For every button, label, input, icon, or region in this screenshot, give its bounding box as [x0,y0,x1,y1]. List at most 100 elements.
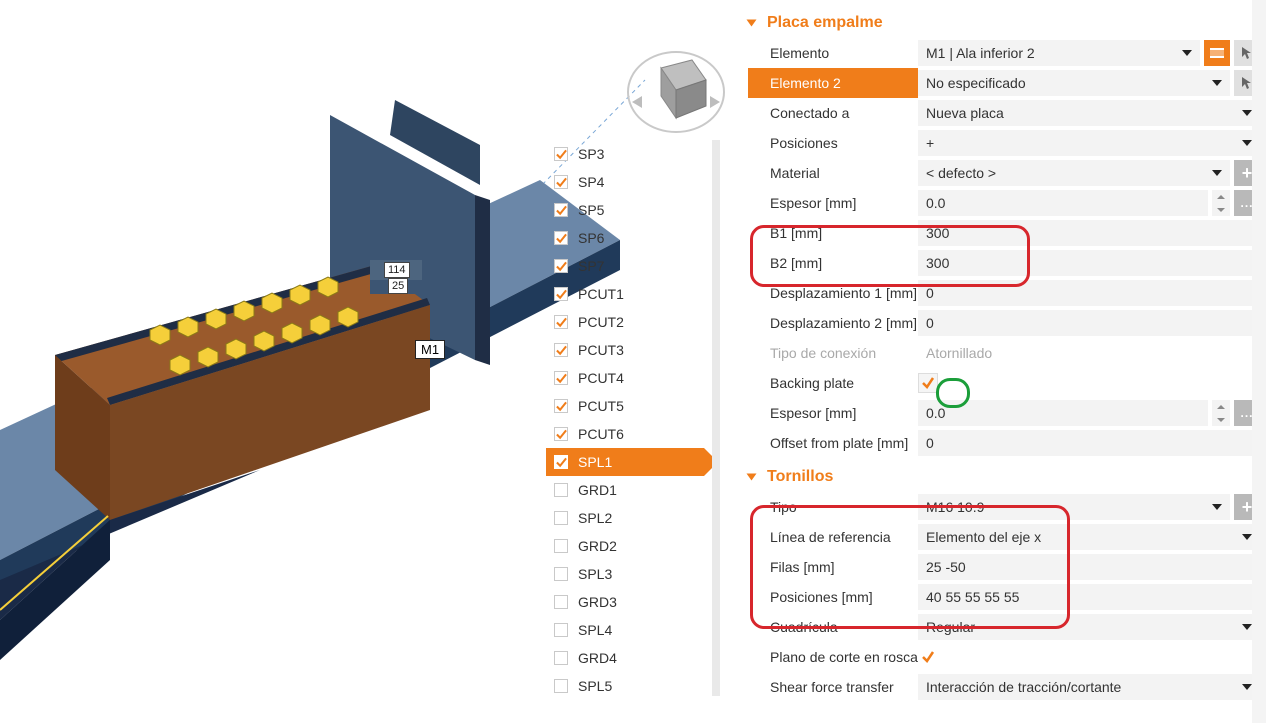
tree-item-label: PCUT6 [578,426,624,442]
tree-checkbox[interactable] [554,231,568,245]
input-espesor2[interactable]: 0.0 [918,400,1208,426]
tree-item-spl2[interactable]: SPL2 [546,504,704,532]
tree-item-sp7[interactable]: SP7 [546,252,704,280]
pick-elemento-button[interactable] [1204,40,1230,66]
tree-item-label: GRD2 [578,538,617,554]
tree-checkbox[interactable] [554,651,568,665]
tree-item-label: SP7 [578,258,604,274]
tree-checkbox[interactable] [554,679,568,693]
tree-checkbox[interactable] [554,287,568,301]
tree-item-label: SPL2 [578,510,612,526]
tree-checkbox[interactable] [554,399,568,413]
caret-icon [747,474,757,481]
combo-elemento[interactable]: M1 | Ala inferior 2 [918,40,1200,66]
tree-item-label: SP4 [578,174,604,190]
tree-item-spl4[interactable]: SPL4 [546,616,704,644]
tree-item-pcut3[interactable]: PCUT3 [546,336,704,364]
combo-conectado[interactable]: Nueva placa [918,100,1260,126]
tree-checkbox[interactable] [554,539,568,553]
input-despl1[interactable]: 0 [918,280,1260,306]
checkbox-backing-plate[interactable] [918,373,938,393]
input-offset[interactable]: 0 [918,430,1260,456]
tree-item-grd4[interactable]: GRD4 [546,644,704,672]
input-despl2[interactable]: 0 [918,310,1260,336]
input-espesor[interactable]: 0.0 [918,190,1208,216]
section-title: Tornillos [767,468,833,486]
tree-scrollbar[interactable] [712,140,720,696]
label-tor-filas: Filas [mm] [748,559,918,575]
nav-cube[interactable] [626,40,726,140]
tree-item-label: PCUT1 [578,286,624,302]
operations-tree: SP3 SP4 SP5 SP6 SP7 PCUT1 PCUT2 PCUT3 PCUT4PCUT5… [546,140,704,700]
tree-item-grd1[interactable]: GRD1 [546,476,704,504]
label-b1: B1 [mm] [748,225,918,241]
tree-checkbox[interactable] [554,427,568,441]
label-tor-pos: Posiciones [mm] [748,589,918,605]
section-placa-empalme[interactable]: Placa empalme [748,14,1260,32]
label-backing-plate: Backing plate [748,375,918,391]
tree-checkbox[interactable] [554,567,568,581]
spinner-espesor2[interactable] [1212,400,1230,426]
tree-item-grd2[interactable]: GRD2 [546,532,704,560]
tree-item-sp3[interactable]: SP3 [546,140,704,168]
tree-item-pcut5[interactable]: PCUT5 [546,392,704,420]
tree-checkbox[interactable] [554,483,568,497]
tree-item-spl5[interactable]: SPL5 [546,672,704,700]
tree-item-spl3[interactable]: SPL3 [546,560,704,588]
tree-checkbox[interactable] [554,595,568,609]
tree-checkbox[interactable] [554,511,568,525]
label-elemento: Elemento [748,45,918,61]
tree-item-label: GRD3 [578,594,617,610]
combo-tor-shear[interactable]: Interacción de tracción/cortante [918,674,1260,700]
tree-checkbox[interactable] [554,175,568,189]
input-tor-filas[interactable]: 25 -50 [918,554,1260,580]
section-title: Placa empalme [767,14,883,32]
tree-checkbox[interactable] [554,455,568,469]
tree-checkbox[interactable] [554,315,568,329]
label-espesor: Espesor [mm] [748,195,918,211]
tree-item-sp4[interactable]: SP4 [546,168,704,196]
viewport-3d[interactable]: 114 25 M1 SP3SP4SP5SP6SP7PCUT1PCUT2PCUT3… [0,0,740,723]
label-tor-linea: Línea de referencia [748,529,918,545]
input-b2[interactable]: 300 [918,250,1260,276]
tree-checkbox[interactable] [554,203,568,217]
tree-item-label: SPL1 [578,454,612,470]
tree-item-pcut1[interactable]: PCUT1 [546,280,704,308]
combo-posiciones[interactable]: + [918,130,1260,156]
tree-item-pcut6[interactable]: PCUT6 [546,420,704,448]
tree-checkbox[interactable] [554,147,568,161]
panel-scrollbar[interactable] [1252,0,1266,723]
tree-item-label: SPL5 [578,678,612,694]
checkbox-tor-plano[interactable] [918,647,938,667]
tree-item-grd3[interactable]: GRD3 [546,588,704,616]
tree-item-pcut2[interactable]: PCUT2 [546,308,704,336]
tree-item-label: SP3 [578,146,604,162]
tree-item-sp6[interactable]: SP6 [546,224,704,252]
tree-checkbox[interactable] [554,623,568,637]
tree-item-label: GRD4 [578,650,617,666]
tree-item-label: PCUT3 [578,342,624,358]
input-tor-pos[interactable]: 40 55 55 55 55 [918,584,1260,610]
tree-item-pcut4[interactable]: PCUT4 [546,364,704,392]
spinner-espesor[interactable] [1212,190,1230,216]
combo-elemento2[interactable]: No especificado [918,70,1230,96]
combo-material[interactable]: < defecto > [918,160,1230,186]
label-tor-shear: Shear force transfer [748,679,918,695]
tree-checkbox[interactable] [554,371,568,385]
value-tipo-conexion: Atornillado [918,340,1260,366]
tree-checkbox[interactable] [554,343,568,357]
combo-tor-tipo[interactable]: M16 10.9 [918,494,1230,520]
tree-item-label: SP6 [578,230,604,246]
dimension-114: 114 [384,262,410,278]
tree-item-spl1[interactable]: SPL1 [546,448,704,476]
combo-tor-linea[interactable]: Elemento del eje x [918,524,1260,550]
label-conectado: Conectado a [748,105,918,121]
label-b2: B2 [mm] [748,255,918,271]
label-espesor2: Espesor [mm] [748,405,918,421]
tree-checkbox[interactable] [554,259,568,273]
section-tornillos[interactable]: Tornillos [748,468,1260,486]
combo-tor-cuad[interactable]: Regular [918,614,1260,640]
tree-item-label: SPL4 [578,622,612,638]
tree-item-sp5[interactable]: SP5 [546,196,704,224]
input-b1[interactable]: 300 [918,220,1260,246]
